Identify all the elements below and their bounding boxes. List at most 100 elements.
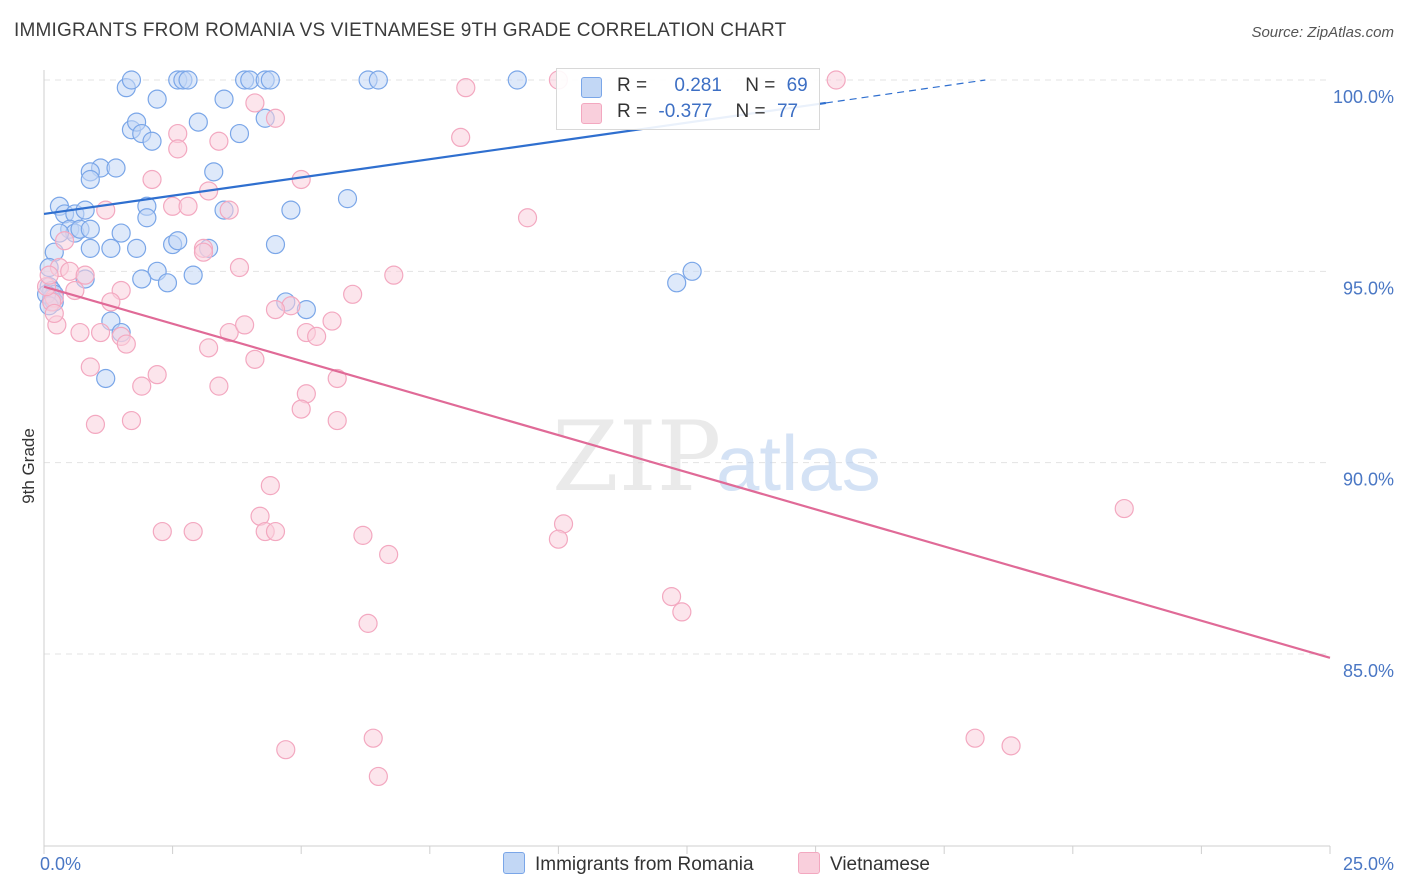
- legend-label-vietnamese: Vietnamese: [830, 854, 930, 875]
- vietnamese-point: [39, 265, 59, 285]
- romania-point: [80, 219, 100, 239]
- vietnamese-point: [193, 242, 214, 262]
- vietnamese-point: [548, 529, 569, 549]
- romania-point: [667, 273, 687, 293]
- vietnamese-point: [199, 338, 219, 358]
- vietnamese-point: [54, 231, 75, 251]
- vietnamese-point: [147, 365, 167, 385]
- romania-point: [137, 208, 157, 228]
- vietnamese-point: [291, 169, 311, 190]
- romania-point: [106, 158, 126, 178]
- source-credit: Source: ZipAtlas.com: [1251, 24, 1394, 41]
- vietnamese-point: [44, 303, 64, 324]
- romania-point: [265, 234, 286, 255]
- vietnamese-point: [168, 139, 188, 159]
- romania-point: [126, 238, 147, 258]
- legend-swatch-romania: [503, 852, 525, 874]
- romania-point: [178, 70, 198, 90]
- vietnamese-point: [1001, 736, 1021, 756]
- vietnamese-point: [121, 410, 142, 431]
- r-value-romania: 0.281: [674, 75, 722, 96]
- axes: [43, 70, 1331, 854]
- r-value-vietnamese: -0.377: [658, 101, 713, 122]
- legend-row-vietnamese: R = -0.377 N = 77: [581, 101, 799, 125]
- romania-point: [96, 368, 116, 389]
- romania-trend-extension: [825, 79, 986, 104]
- romania-point: [204, 162, 224, 182]
- vietnamese-point: [116, 334, 136, 354]
- vietnamese-point: [85, 414, 106, 434]
- vietnamese-point: [451, 127, 471, 147]
- vietnamese-point: [80, 357, 100, 377]
- vietnamese-point: [219, 200, 239, 220]
- vietnamese-point: [265, 521, 286, 542]
- n-value-vietnamese: 77: [776, 101, 799, 122]
- x-tick-label: 25.0%: [1343, 854, 1394, 874]
- romania-point: [147, 89, 167, 109]
- y-axis-label: 9th Grade: [19, 428, 38, 504]
- vietnamese-point: [245, 349, 265, 369]
- n-value-romania: 69: [786, 75, 808, 96]
- legend-swatch-vietnamese: [798, 852, 820, 874]
- vietnamese-point: [260, 476, 280, 496]
- romania-point: [111, 223, 131, 243]
- vietnamese-point: [265, 300, 286, 320]
- vietnamese-point: [353, 525, 373, 545]
- romania-point: [214, 89, 234, 109]
- vietnamese-point: [132, 376, 152, 396]
- n-label: N =: [735, 101, 766, 122]
- watermark-atlas: atlas: [716, 419, 881, 507]
- romania-point: [121, 70, 142, 90]
- romania-point: [80, 169, 100, 190]
- vietnamese-point: [322, 311, 342, 331]
- romania-point: [183, 265, 203, 285]
- vietnamese-point: [276, 740, 296, 760]
- vietnamese-point: [672, 602, 692, 622]
- vietnamese-trend-line: [43, 285, 1331, 659]
- y-tick-label: 95.0%: [1343, 278, 1394, 298]
- vietnamese-point: [229, 257, 250, 278]
- chart-title: IMMIGRANTS FROM ROMANIA VS VIETNAMESE 9T…: [14, 20, 787, 41]
- y-tick-label: 85.0%: [1343, 661, 1394, 681]
- r-label: R =: [617, 75, 648, 96]
- legend-label-romania: Immigrants from Romania: [535, 854, 754, 875]
- vietnamese-point: [152, 521, 172, 542]
- legend-item-vietnamese: Vietnamese: [798, 852, 930, 876]
- tick-labels: 85.0% 90.0% 95.0% 100.0% 0.0% 25.0%: [40, 87, 1394, 874]
- vietnamese-point: [178, 196, 198, 216]
- vietnamese-point: [517, 208, 538, 228]
- vietnamese-point: [245, 93, 265, 113]
- romania-point: [101, 238, 121, 258]
- romania-point: [142, 131, 162, 151]
- vietnamese-point: [456, 78, 476, 98]
- y-tick-label: 90.0%: [1343, 470, 1394, 490]
- legend-swatch-vietnamese: [581, 103, 602, 124]
- vietnamese-point: [384, 265, 404, 285]
- romania-point: [80, 238, 100, 258]
- romania-point: [157, 273, 178, 293]
- vietnamese-point: [265, 108, 286, 128]
- trend-lines: [43, 79, 1331, 659]
- correlation-legend: R = 0.281 N = 69 R = -0.377 N = 77: [556, 68, 820, 130]
- romania-point: [507, 70, 527, 90]
- romania-point: [368, 70, 388, 90]
- romania-point: [75, 200, 95, 220]
- vietnamese-point: [209, 376, 229, 396]
- vietnamese-point: [327, 368, 347, 389]
- r-label: R =: [617, 101, 648, 122]
- vietnamese-point: [291, 399, 311, 419]
- vietnamese-point: [219, 322, 239, 343]
- vietnamese-point: [965, 728, 985, 748]
- legend-row-romania: R = 0.281 N = 69: [581, 75, 808, 99]
- vietnamese-point: [307, 326, 327, 346]
- vietnamese-point: [75, 265, 95, 285]
- romania-point: [229, 123, 250, 144]
- watermark: ZIP atlas: [552, 401, 881, 513]
- romania-point: [260, 70, 280, 90]
- y-tick-label: 100.0%: [1333, 87, 1394, 107]
- grid-lines: [44, 79, 1330, 655]
- vietnamese-point: [142, 169, 162, 190]
- romania-point: [337, 189, 358, 209]
- vietnamese-point: [70, 322, 90, 343]
